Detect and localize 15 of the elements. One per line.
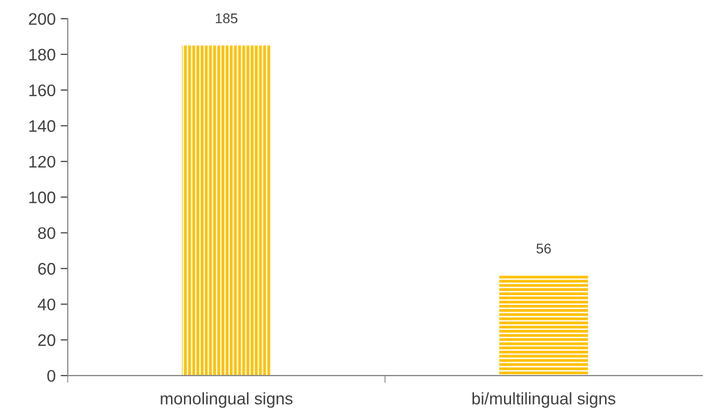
y-tick-label: 140 — [29, 120, 56, 132]
x-tick-label: bi/multilingual signs — [472, 392, 616, 408]
y-tick-label: 40 — [38, 298, 56, 310]
data-label: 56 — [536, 244, 551, 254]
y-tick-label: 80 — [38, 227, 56, 240]
data-label: 185 — [216, 13, 238, 24]
y-tick-label: 180 — [29, 48, 56, 61]
y-tick-label: 100 — [29, 192, 56, 204]
y-tick-label: 20 — [38, 334, 56, 346]
y-tick-label: 200 — [28, 13, 56, 25]
x-tick-label: monolingual signs — [160, 392, 292, 408]
y-tick-label: 160 — [29, 84, 56, 96]
y-tick-label: 0 — [47, 370, 56, 382]
y-tick-label: 120 — [29, 156, 56, 168]
y-tick-label: 60 — [38, 262, 56, 275]
